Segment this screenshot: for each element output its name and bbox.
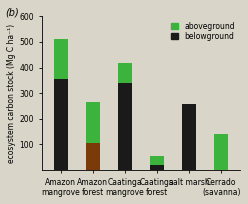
Bar [54, 79, 68, 170]
Y-axis label: ecosystem carbon stock (Mg C ha⁻¹): ecosystem carbon stock (Mg C ha⁻¹) [7, 24, 17, 163]
Bar [150, 165, 164, 170]
Bar [150, 156, 164, 165]
Bar [118, 63, 132, 83]
Legend: aboveground, belowground: aboveground, belowground [170, 20, 237, 42]
Bar [54, 39, 68, 79]
Text: (b): (b) [6, 7, 20, 17]
Bar [118, 83, 132, 170]
Bar [86, 102, 100, 143]
Bar [182, 104, 196, 170]
Bar [86, 143, 100, 170]
Bar [214, 134, 228, 170]
